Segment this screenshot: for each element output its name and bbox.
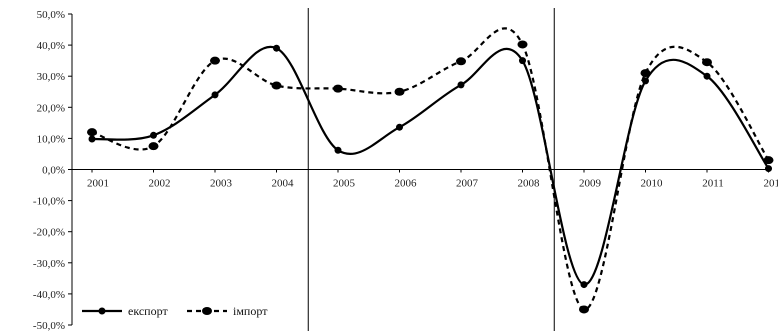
legend: експорт імпорт	[82, 304, 268, 318]
x-tick-label: 2007	[456, 178, 479, 190]
y-axis: -50,0% -40,0% -30,0% -20,0% -10,0% 0,0% 10,0% 2…	[33, 9, 73, 331]
y-tick-label: -40,0%	[33, 289, 65, 301]
legend-swatch-marker	[98, 307, 106, 315]
y-tick-label: -10,0%	[33, 196, 65, 208]
data-point	[519, 57, 526, 65]
x-tick-label: 2009	[579, 178, 602, 190]
y-tick-label: 0,0%	[42, 165, 65, 177]
data-point	[579, 305, 589, 314]
y-tick-label: 20,0%	[37, 102, 65, 114]
x-tick-label: 2003	[210, 178, 233, 190]
y-tick-label: -30,0%	[33, 258, 65, 270]
data-point	[456, 57, 466, 66]
data-point	[87, 128, 97, 137]
data-point	[640, 69, 651, 78]
data-point	[394, 87, 405, 96]
series-layer	[87, 27, 774, 314]
y-tick-label: -50,0%	[33, 320, 65, 331]
legend-swatch-marker	[202, 307, 212, 315]
data-point	[702, 58, 712, 67]
y-tick-label: -20,0%	[33, 227, 65, 239]
series-1	[88, 44, 772, 289]
data-point	[88, 135, 96, 143]
data-point	[703, 72, 711, 80]
x-tick-label: 2005	[333, 178, 356, 190]
data-point	[148, 142, 159, 151]
data-point	[517, 40, 528, 49]
data-point	[457, 81, 465, 89]
data-point	[210, 56, 220, 65]
data-point	[765, 165, 772, 173]
data-point	[580, 281, 588, 289]
x-tick-label: 2011	[702, 178, 724, 190]
y-tick-label: 30,0%	[37, 71, 65, 83]
legend-label: імпорт	[233, 304, 268, 318]
x-tick-label: 2008	[518, 178, 541, 190]
data-point	[763, 156, 774, 165]
y-tick-label: 10,0%	[37, 133, 65, 145]
x-tick-label: 2006	[395, 178, 418, 190]
data-point	[333, 84, 343, 93]
series-line	[91, 27, 770, 311]
x-tick-label: 2002	[149, 178, 171, 190]
x-axis: 2001 2002 2003 2004 2005 2006 2007 2008 2009 2010…	[72, 169, 778, 190]
series-2	[87, 27, 774, 314]
data-point	[150, 131, 157, 139]
legend-label: експорт	[128, 304, 168, 318]
x-tick-label: 2004	[272, 178, 295, 190]
period-separators	[307, 8, 555, 331]
data-point	[396, 123, 403, 131]
data-point	[271, 81, 282, 90]
x-tick-label: 2001	[87, 178, 109, 190]
legend-item: імпорт	[187, 304, 268, 318]
series-line	[91, 45, 770, 286]
data-point	[273, 44, 280, 52]
x-tick-label: 2010	[641, 178, 664, 190]
y-tick-label: 50,0%	[37, 9, 65, 21]
legend-item: експорт	[82, 304, 168, 318]
data-point	[211, 91, 219, 99]
x-tick-label: 2012	[764, 178, 778, 190]
y-tick-label: 40,0%	[37, 40, 65, 52]
data-point	[334, 146, 342, 154]
